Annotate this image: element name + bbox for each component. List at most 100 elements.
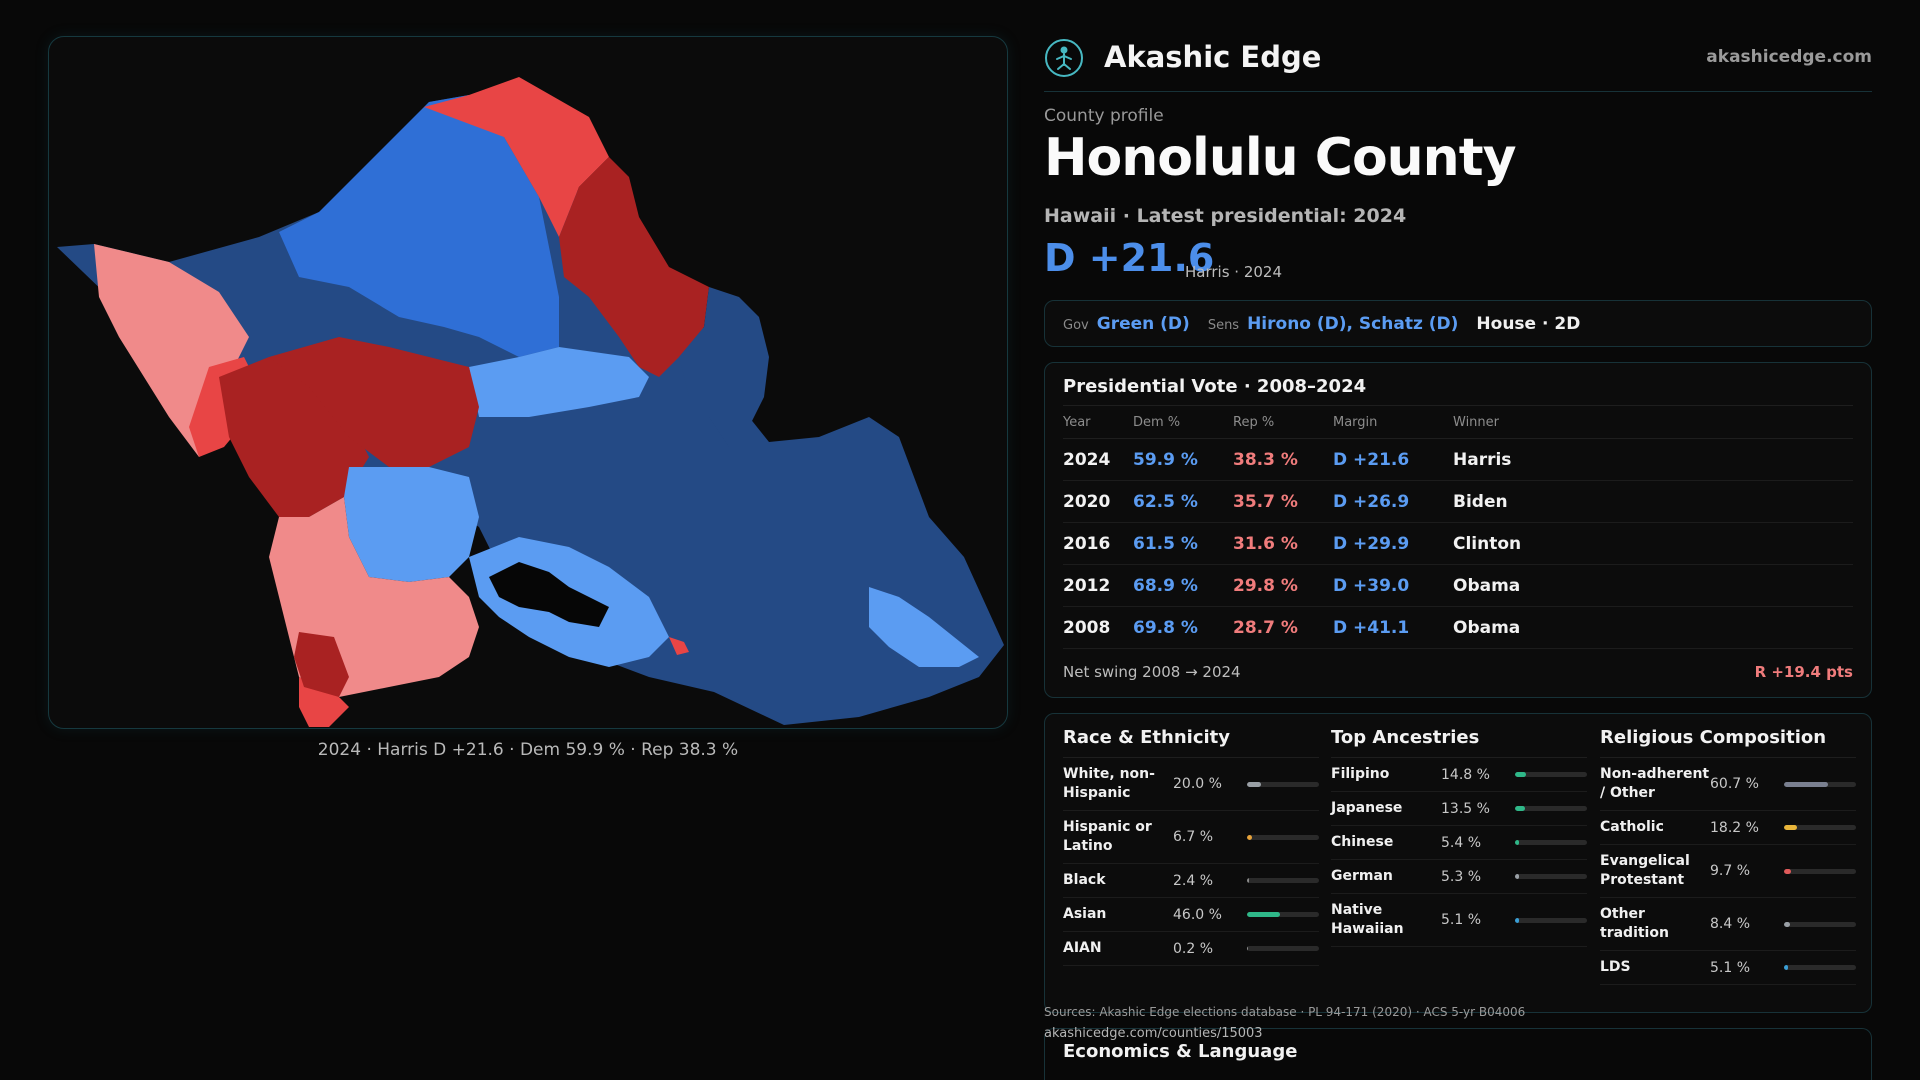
demo-row: Asian 46.0 %: [1063, 898, 1319, 932]
demo-label: Other tradition: [1600, 906, 1669, 941]
demo-bar: [1784, 825, 1856, 830]
demo-bar-fill: [1784, 781, 1828, 787]
cell-dem: 69.8 %: [1133, 606, 1233, 649]
county-url[interactable]: akashicedge.com/counties/15003: [1044, 1026, 1263, 1041]
demo-bar: [1515, 806, 1587, 811]
eyebrow-label: County profile: [1044, 106, 1164, 126]
demo-value: 0.2 %: [1173, 940, 1214, 957]
demo-value: 2.4 %: [1173, 872, 1214, 889]
demo-label: Chinese: [1331, 834, 1394, 850]
precinct-south-red: [299, 677, 349, 727]
demo-value: 46.0 %: [1173, 906, 1222, 923]
religion-title: Religious Composition: [1600, 727, 1856, 758]
demo-bar: [1515, 772, 1587, 777]
demo-value: 8.4 %: [1710, 916, 1751, 932]
cell-margin: D +41.1: [1333, 606, 1453, 649]
demo-bar-fill: [1247, 834, 1252, 840]
county-subtitle: Hawaii · Latest presidential: 2024: [1044, 205, 1407, 227]
col-dem: Dem %: [1133, 405, 1233, 439]
demo-value: 9.7 %: [1710, 863, 1751, 879]
table-row: 2008 69.8 % 28.7 % D +41.1 Obama: [1063, 606, 1853, 649]
demo-label: Native Hawaiian: [1331, 902, 1404, 937]
cell-winner: Harris: [1453, 438, 1853, 481]
col-year: Year: [1063, 405, 1133, 439]
precinct-map[interactable]: [49, 37, 1007, 728]
demo-bar-fill: [1247, 781, 1262, 787]
demo-bar: [1784, 965, 1856, 970]
demographics-card: Race & Ethnicity White, non-Hispanic 20.0…: [1044, 713, 1872, 1013]
demo-row: Native Hawaiian 5.1 %: [1331, 894, 1587, 947]
house-district: House · 2D: [1476, 314, 1581, 334]
county-map-panel[interactable]: [48, 36, 1008, 729]
demo-bar: [1784, 921, 1856, 927]
demo-bar-fill: [1784, 965, 1788, 970]
cell-year: 2020: [1063, 480, 1133, 523]
demo-label: White, non-Hispanic: [1063, 766, 1155, 801]
precinct-northeast-dark-red: [559, 157, 709, 377]
demo-bar: [1247, 781, 1319, 787]
demo-row: Chinese 5.4 %: [1331, 826, 1587, 860]
cell-dem: 62.5 %: [1133, 480, 1233, 523]
demo-label: Filipino: [1331, 766, 1390, 782]
site-header: Akashic Edge akashicedge.com: [1044, 36, 1872, 92]
cell-margin: D +21.6: [1333, 438, 1453, 481]
race-ethnicity-column: Race & Ethnicity White, non-Hispanic 20.0…: [1063, 727, 1319, 966]
site-link[interactable]: akashicedge.com: [1706, 47, 1872, 67]
demo-label: Evangelical Protestant: [1600, 853, 1690, 888]
sens-value: Hirono (D), Schatz (D): [1247, 314, 1459, 334]
precinct-north-red: [424, 77, 609, 237]
demo-row: LDS 5.1 %: [1600, 951, 1856, 985]
brand-name[interactable]: Akashic Edge: [1104, 40, 1322, 74]
demo-row: AIAN 0.2 %: [1063, 932, 1319, 966]
demo-label: Asian: [1063, 906, 1107, 922]
demo-bar: [1515, 840, 1587, 845]
circular-figure-icon[interactable]: [1044, 38, 1084, 78]
demo-bar: [1247, 912, 1319, 917]
demo-bar-fill: [1247, 878, 1249, 883]
precinct-harbor-red: [669, 637, 689, 655]
demo-label: LDS: [1600, 959, 1631, 975]
demo-value: 5.4 %: [1441, 834, 1482, 851]
cell-rep: 38.3 %: [1233, 438, 1333, 481]
ancestries-column: Top Ancestries Filipino 14.8 % Japanese 13.…: [1331, 727, 1587, 947]
sources-note: Sources: Akashic Edge elections database…: [1044, 1005, 1526, 1019]
race-title: Race & Ethnicity: [1063, 727, 1319, 758]
table-row: 2016 61.5 % 31.6 % D +29.9 Clinton: [1063, 522, 1853, 565]
demo-bar-fill: [1247, 946, 1249, 951]
demo-bar-fill: [1784, 868, 1791, 874]
demo-bar-fill: [1515, 806, 1525, 811]
cell-dem: 68.9 %: [1133, 564, 1233, 607]
cell-year: 2008: [1063, 606, 1133, 649]
page-title: Honolulu County: [1044, 128, 1516, 188]
demo-bar-fill: [1515, 772, 1526, 777]
net-swing-label: Net swing 2008 → 2024: [1063, 663, 1241, 681]
demo-value: 5.1 %: [1441, 912, 1482, 928]
net-swing-value: R +19.4 pts: [1754, 663, 1853, 681]
gov-value: Green (D): [1096, 314, 1190, 334]
demo-bar-fill: [1784, 825, 1798, 830]
demo-row: Filipino 14.8 %: [1331, 758, 1587, 792]
table-row: 2012 68.9 % 29.8 % D +39.0 Obama: [1063, 564, 1853, 607]
demo-bar: [1784, 868, 1856, 874]
precinct-windward-dark: [679, 287, 769, 447]
demo-value: 5.1 %: [1710, 959, 1751, 976]
demo-row: Evangelical Protestant 9.7 %: [1600, 845, 1856, 898]
demo-bar-fill: [1515, 840, 1519, 845]
demo-value: 14.8 %: [1441, 766, 1490, 783]
economics-card: Economics & Language: [1044, 1028, 1872, 1080]
demo-bar-fill: [1784, 921, 1791, 927]
religion-column: Religious Composition Non-adherent / Oth…: [1600, 727, 1856, 985]
demo-row: Hispanic or Latino 6.7 %: [1063, 811, 1319, 864]
economics-title: Economics & Language: [1063, 1041, 1298, 1062]
demo-row: Catholic 18.2 %: [1600, 811, 1856, 845]
demo-label: Black: [1063, 872, 1106, 888]
cell-winner: Obama: [1453, 564, 1853, 607]
demo-row: Black 2.4 %: [1063, 864, 1319, 898]
net-swing-row: Net swing 2008 → 2024 R +19.4 pts: [1063, 663, 1853, 681]
demo-row: Non-adherent / Other 60.7 %: [1600, 758, 1856, 811]
demo-value: 13.5 %: [1441, 800, 1490, 817]
demo-label: AIAN: [1063, 940, 1102, 956]
demo-label: Catholic: [1600, 819, 1664, 835]
demo-row: German 5.3 %: [1331, 860, 1587, 894]
demo-label: German: [1331, 868, 1393, 884]
